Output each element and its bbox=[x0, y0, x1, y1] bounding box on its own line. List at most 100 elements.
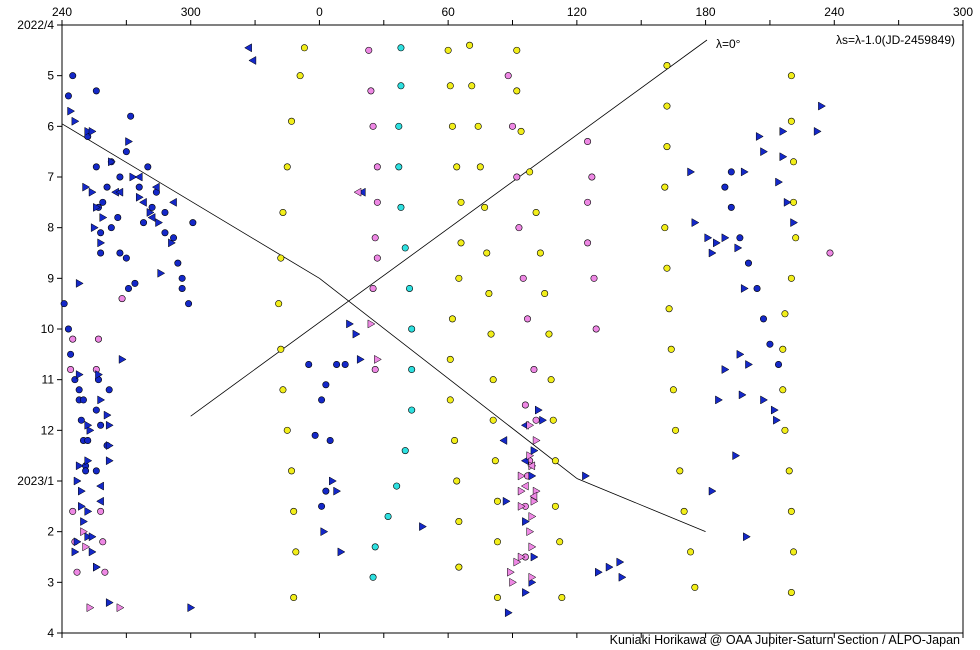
blue-triangle-right-point bbox=[329, 476, 337, 486]
blue-triangle-right-point bbox=[534, 405, 543, 415]
blue-point bbox=[161, 229, 169, 237]
blue-point bbox=[727, 203, 735, 211]
blue-triangle-right-point bbox=[740, 284, 749, 293]
blue-point bbox=[64, 92, 72, 100]
yellow-point bbox=[444, 46, 452, 54]
pink-triangle-right-point bbox=[507, 567, 515, 577]
blue-triangle-right-point bbox=[80, 517, 88, 526]
pink-point bbox=[530, 366, 538, 374]
blue-point bbox=[122, 148, 130, 156]
pink-point bbox=[515, 224, 523, 232]
blue-triangle-right-point bbox=[78, 501, 86, 511]
blue-triangle-right-point bbox=[118, 354, 127, 364]
pink-point bbox=[584, 198, 592, 206]
cyan-point bbox=[406, 284, 414, 292]
blue-point bbox=[103, 183, 111, 191]
blue-triangle-right-point bbox=[105, 441, 114, 450]
yellow-point bbox=[455, 518, 463, 526]
yellow-point bbox=[513, 46, 521, 54]
blue-point bbox=[144, 163, 152, 171]
pink-triangle-right-point bbox=[517, 471, 526, 481]
blue-triangle-right-point bbox=[73, 476, 82, 486]
cyan-point bbox=[369, 573, 377, 581]
blue-triangle-right-point bbox=[125, 137, 134, 146]
yellow-point bbox=[489, 376, 497, 384]
pink-point bbox=[592, 325, 600, 333]
pink-point bbox=[584, 239, 592, 247]
pink-triangle-right-point bbox=[517, 552, 526, 562]
pink-point bbox=[371, 366, 379, 374]
blue-point bbox=[727, 168, 735, 176]
pink-point bbox=[369, 122, 377, 130]
blue-triangle-right-point bbox=[88, 532, 97, 542]
pink-triangle-right-point bbox=[526, 420, 535, 430]
blue-triangle-right-point bbox=[732, 451, 741, 461]
pink-point bbox=[67, 366, 75, 374]
pink-triangle-right-point bbox=[526, 451, 535, 461]
reference-line-segment bbox=[576, 478, 706, 533]
blue-triangle-left-point bbox=[248, 56, 257, 65]
blue-point bbox=[97, 229, 105, 237]
blue-triangle-right-point bbox=[504, 608, 513, 618]
blue-triangle-right-point bbox=[84, 532, 93, 542]
blue-triangle-right-point bbox=[90, 223, 99, 233]
pink-point bbox=[588, 173, 596, 181]
blue-triangle-right-point bbox=[93, 202, 101, 212]
reference-line-segment bbox=[61, 123, 320, 279]
blue-triangle-right-point bbox=[155, 218, 164, 228]
blue-triangle-left-point bbox=[357, 187, 366, 197]
yellow-point bbox=[474, 122, 482, 130]
cyan-point bbox=[384, 512, 392, 520]
pink-point bbox=[365, 46, 373, 54]
blue-triangle-right-point bbox=[708, 486, 717, 496]
blue-triangle-right-point bbox=[530, 552, 539, 562]
blue-triangle-right-point bbox=[75, 370, 84, 380]
yellow-point bbox=[468, 82, 476, 90]
blue-triangle-right-point bbox=[522, 517, 530, 526]
yellow-point bbox=[532, 208, 540, 216]
pink-triangle-right-point bbox=[517, 486, 526, 496]
blue-point bbox=[97, 249, 105, 257]
blue-point bbox=[311, 431, 319, 439]
blue-triangle-right-point bbox=[84, 126, 93, 136]
blue-triangle-left-point bbox=[96, 496, 104, 506]
blue-point bbox=[67, 350, 75, 358]
yellow-point bbox=[549, 416, 557, 424]
yellow-point bbox=[551, 457, 559, 465]
blue-point bbox=[753, 284, 761, 292]
yellow-point bbox=[661, 183, 669, 191]
blue-triangle-right-point bbox=[67, 106, 76, 116]
blue-triangle-left-point bbox=[244, 43, 252, 53]
blue-triangle-right-point bbox=[745, 360, 753, 369]
yellow-point bbox=[455, 274, 463, 282]
yellow-point bbox=[667, 345, 675, 353]
annotation-formula: λs=λ-1.0(JD-2459849) bbox=[836, 33, 955, 47]
yellow-point bbox=[787, 72, 795, 80]
yellow-point bbox=[451, 436, 459, 444]
y-tick-label: 6 bbox=[47, 119, 54, 133]
yellow-point bbox=[687, 548, 695, 556]
blue-triangle-right-point bbox=[105, 420, 114, 430]
yellow-point bbox=[296, 72, 304, 80]
pink-point bbox=[519, 274, 527, 282]
y-tick-label: 12 bbox=[41, 423, 55, 437]
yellow-point bbox=[556, 538, 564, 546]
pink-triangle-right-point bbox=[509, 577, 518, 587]
yellow-circle-series bbox=[466, 41, 501, 602]
yellow-point bbox=[283, 426, 291, 434]
blue-point bbox=[341, 360, 349, 368]
y-tick-label: 2 bbox=[47, 525, 54, 539]
yellow-point bbox=[513, 87, 521, 95]
blue-point bbox=[305, 360, 313, 368]
yellow-point bbox=[790, 548, 798, 556]
x-tick-label: 0 bbox=[316, 5, 323, 19]
yellow-point bbox=[558, 594, 566, 602]
blue-triangle-right-point bbox=[157, 268, 166, 278]
blue-triangle-left-point bbox=[96, 481, 104, 491]
blue-point bbox=[775, 360, 783, 368]
blue-triangle-right-point bbox=[82, 182, 91, 192]
yellow-point bbox=[279, 386, 287, 394]
pink-point bbox=[99, 538, 107, 546]
pink-point bbox=[69, 335, 77, 343]
